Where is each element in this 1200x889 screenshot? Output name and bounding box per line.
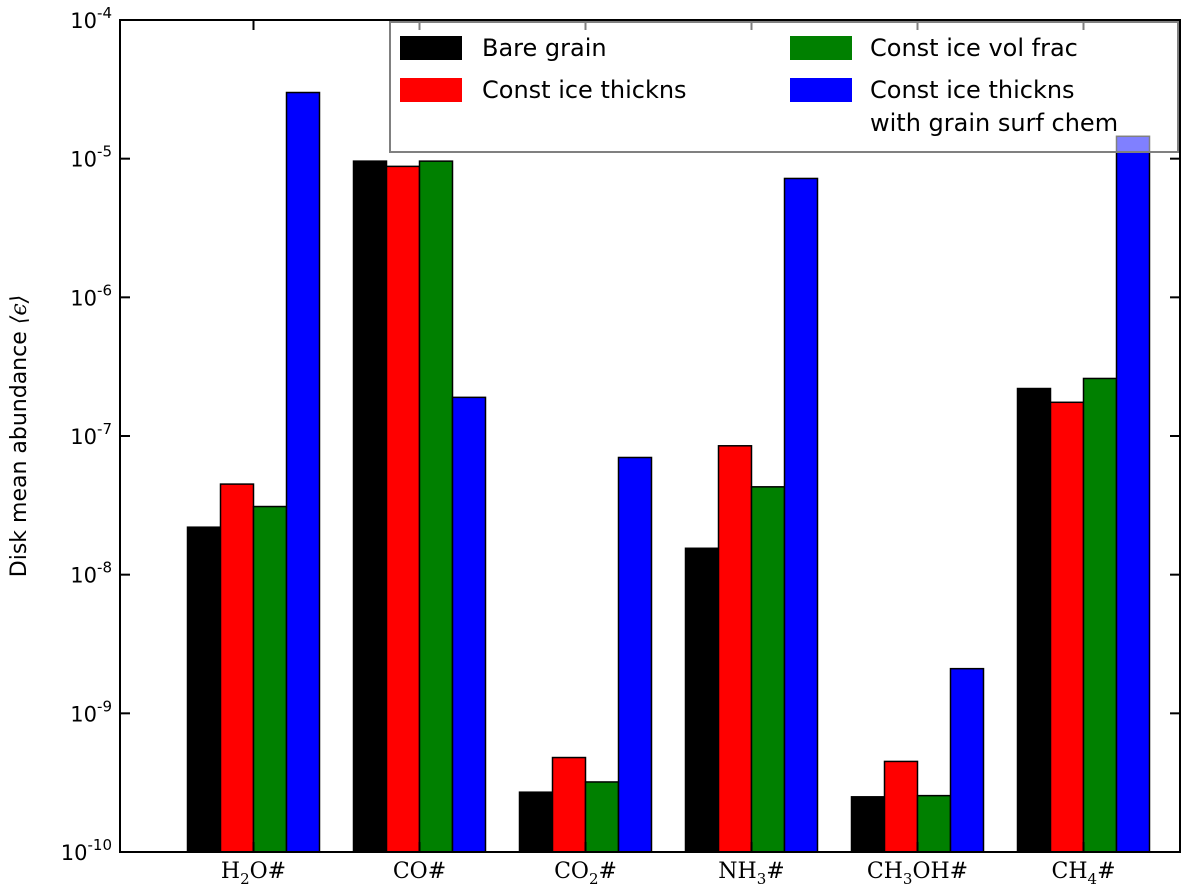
bar-2-5 xyxy=(883,760,919,853)
bar-2-6 xyxy=(1049,401,1085,853)
bar-3-6 xyxy=(1082,377,1118,853)
bar-4-1 xyxy=(285,91,321,853)
bar-2-1 xyxy=(219,483,255,853)
legend-label-4: Const ice thickns xyxy=(870,76,1075,104)
category-label: CH3OH# xyxy=(867,859,968,888)
bar-2-3 xyxy=(551,756,587,853)
bar-4-6 xyxy=(1115,135,1151,853)
bar-1-5 xyxy=(850,796,886,853)
legend-swatch-4 xyxy=(790,78,852,102)
category-label: NH3# xyxy=(718,859,784,888)
y-tick-label: 10-4 xyxy=(70,4,112,33)
bar-4-5 xyxy=(949,667,985,853)
category-label: CO# xyxy=(393,859,446,884)
legend-box xyxy=(389,21,1179,153)
category-label: CH4# xyxy=(1051,859,1115,888)
y-tick-label: 10-6 xyxy=(70,281,112,310)
bar-3-3 xyxy=(584,781,620,853)
y-tick-label: 10-7 xyxy=(70,420,112,449)
bar-3-4 xyxy=(750,486,786,853)
legend-label-4: with grain surf chem xyxy=(870,109,1118,137)
legend-swatch-2 xyxy=(400,78,462,102)
y-axis-label: Disk mean abundance ⟨ϵ⟩ xyxy=(7,295,32,577)
bar-2-4 xyxy=(717,445,753,853)
y-axis-ticks: 10-10 10-9 10-8 10-7 10-6 10-5 10-4 xyxy=(61,4,1180,865)
bar-3-1 xyxy=(252,505,288,853)
x-axis-tick-labels: H2O# CO# CO2# NH3# CH3OH# CH4# xyxy=(221,20,1116,888)
y-tick-label: 10-8 xyxy=(70,559,112,588)
legend-swatch-3 xyxy=(790,36,852,60)
legend: Bare grain Const ice thickns Const ice vol… xyxy=(389,21,1179,153)
category-label: H2O# xyxy=(221,859,286,888)
legend-label-2: Const ice thickns xyxy=(482,76,687,104)
category-label: CO2# xyxy=(554,859,617,888)
bar-3-2 xyxy=(418,160,454,853)
legend-swatch-1 xyxy=(400,36,462,60)
bars-layer xyxy=(186,91,1151,853)
bar-1-6 xyxy=(1016,387,1052,853)
bar-4-2 xyxy=(451,396,487,853)
y-tick-label: 10-9 xyxy=(70,697,112,726)
y-tick-label: 10-10 xyxy=(61,836,112,865)
bar-1-4 xyxy=(684,547,720,853)
bar-4-4 xyxy=(783,177,819,853)
y-tick-label: 10-5 xyxy=(70,143,112,172)
bar-4-3 xyxy=(617,456,653,853)
bar-1-1 xyxy=(186,526,222,853)
legend-label-3: Const ice vol frac xyxy=(870,34,1078,62)
bar-3-5 xyxy=(916,794,952,853)
bar-2-2 xyxy=(385,165,421,853)
bar-1-3 xyxy=(518,791,554,853)
legend-label-1: Bare grain xyxy=(482,34,607,62)
bar-1-2 xyxy=(352,160,388,853)
